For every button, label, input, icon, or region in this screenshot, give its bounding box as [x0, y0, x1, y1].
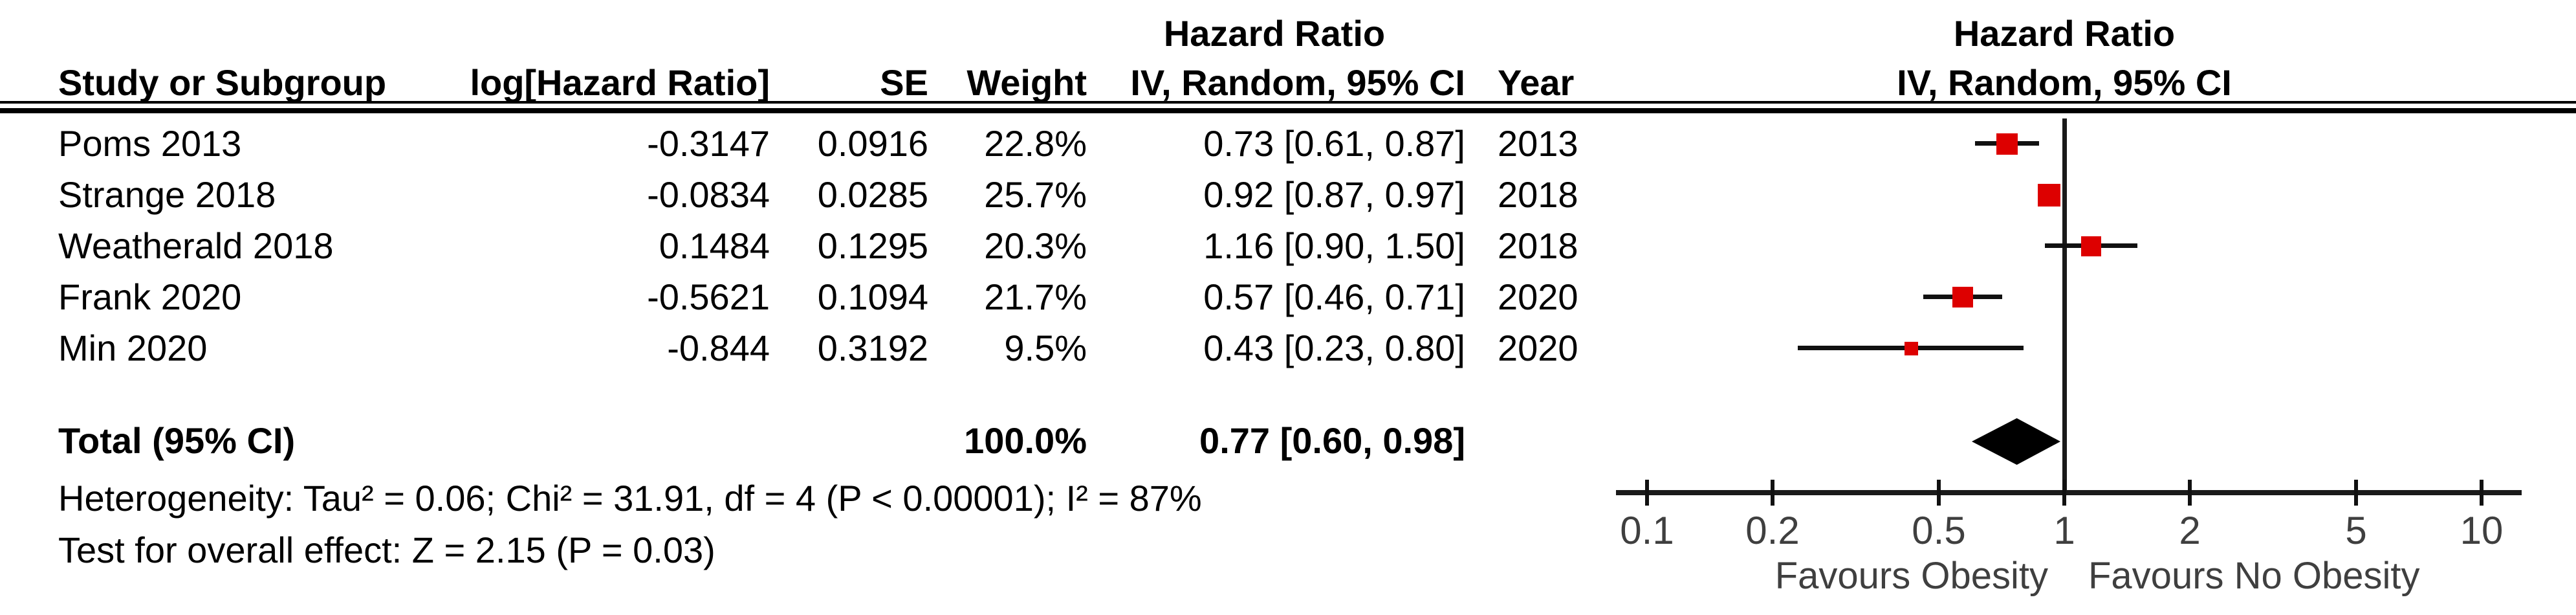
- favours-left-label: Favours Obesity: [1774, 555, 2048, 597]
- study-cell-log_hr: -0.0834: [647, 174, 770, 215]
- study-cell-log_hr: 0.1484: [659, 225, 770, 266]
- effect-square: [2081, 236, 2101, 256]
- x-axis-tick: [2188, 480, 2192, 506]
- col-header-weight: Weight: [966, 62, 1087, 103]
- study-cell-name: Poms 2013: [58, 123, 242, 164]
- study-cell-hr_ci_text: 0.43 [0.23, 0.80]: [1203, 328, 1465, 368]
- no-effect-line: [2062, 118, 2067, 493]
- study-cell-weight: 21.7%: [984, 276, 1087, 317]
- study-cell-se: 0.1295: [817, 225, 928, 266]
- x-axis-tick-label: 0.5: [1912, 509, 1966, 552]
- x-axis-line: [1616, 490, 2522, 495]
- study-cell-log_hr: -0.844: [667, 328, 770, 368]
- header-rule-top: [0, 101, 2576, 104]
- study-cell-se: 0.1094: [817, 276, 928, 317]
- study-cell-name: Min 2020: [58, 328, 208, 368]
- x-axis-tick-label: 10: [2460, 509, 2504, 552]
- study-cell-weight: 25.7%: [984, 174, 1087, 215]
- study-cell-hr_ci_text: 0.73 [0.61, 0.87]: [1203, 123, 1465, 164]
- study-cell-year: 2020: [1498, 328, 1578, 368]
- study-cell-year: 2018: [1498, 174, 1578, 215]
- total-row-hr-ci: 0.77 [0.60, 0.98]: [1199, 420, 1465, 461]
- study-cell-hr_ci_text: 1.16 [0.90, 1.50]: [1203, 225, 1465, 266]
- heterogeneity-note: Heterogeneity: Tau² = 0.06; Chi² = 31.91…: [58, 478, 1202, 519]
- study-cell-se: 0.3192: [817, 328, 928, 368]
- effect-square: [1952, 287, 1973, 308]
- col-header-study: Study or Subgroup: [58, 62, 387, 103]
- col-header-se: SE: [880, 62, 928, 103]
- study-cell-hr_ci_text: 0.57 [0.46, 0.71]: [1203, 276, 1465, 317]
- right-subheader-model: IV, Random, 95% CI: [1897, 62, 2232, 103]
- x-axis-tick: [1771, 480, 1774, 506]
- x-axis-tick: [1645, 480, 1649, 506]
- effect-square: [1905, 341, 1918, 355]
- effect-square: [2038, 183, 2060, 207]
- study-cell-year: 2020: [1498, 276, 1578, 317]
- x-axis-tick-label: 0.1: [1620, 509, 1674, 552]
- study-cell-weight: 20.3%: [984, 225, 1087, 266]
- favours-right-label: Favours No Obesity: [2088, 555, 2420, 597]
- x-axis-tick-label: 5: [2345, 509, 2367, 552]
- study-cell-name: Weatherald 2018: [58, 225, 334, 266]
- col-header-hr-ci: IV, Random, 95% CI: [1130, 62, 1465, 103]
- study-cell-weight: 9.5%: [1004, 328, 1087, 368]
- study-cell-se: 0.0916: [817, 123, 928, 164]
- x-axis-tick-label: 0.2: [1745, 509, 1800, 552]
- overall-effect-note: Test for overall effect: Z = 2.15 (P = 0…: [58, 530, 715, 570]
- x-axis-tick-label: 1: [2053, 509, 2075, 552]
- x-axis-tick: [2354, 480, 2358, 506]
- effect-square: [1996, 133, 2018, 155]
- study-cell-name: Strange 2018: [58, 174, 276, 215]
- study-cell-log_hr: -0.5621: [647, 276, 770, 317]
- study-cell-hr_ci_text: 0.92 [0.87, 0.97]: [1203, 174, 1465, 215]
- x-axis-tick: [2062, 480, 2066, 506]
- study-cell-weight: 22.8%: [984, 123, 1087, 164]
- header-rule-bottom: [0, 108, 2576, 113]
- left-effect-header: Hazard Ratio: [1163, 13, 1386, 54]
- pooled-effect-diamond: [1972, 418, 2060, 465]
- col-header-loghr: log[Hazard Ratio]: [470, 62, 770, 103]
- total-row-weight: 100.0%: [964, 420, 1087, 461]
- study-cell-year: 2018: [1498, 225, 1578, 266]
- study-cell-log_hr: -0.3147: [647, 123, 770, 164]
- x-axis-tick-label: 2: [2179, 509, 2201, 552]
- right-effect-header: Hazard Ratio: [1953, 13, 2176, 54]
- col-header-year: Year: [1498, 62, 1575, 103]
- x-axis-tick: [1937, 480, 1941, 506]
- x-axis-tick: [2480, 480, 2483, 506]
- study-cell-se: 0.0285: [817, 174, 928, 215]
- total-row-label: Total (95% CI): [58, 420, 296, 461]
- study-cell-name: Frank 2020: [58, 276, 242, 317]
- study-cell-year: 2013: [1498, 123, 1578, 164]
